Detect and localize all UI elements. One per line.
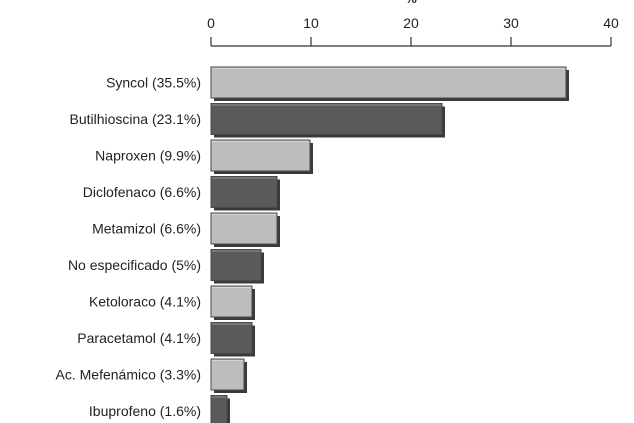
category-label: Ibuprofeno (1.6%) (89, 403, 201, 419)
bars (210, 66, 569, 423)
bar (210, 212, 280, 247)
bar (210, 358, 247, 393)
bar (210, 103, 445, 138)
bar-face (210, 322, 253, 354)
category-label: Syncol (35.5%) (106, 75, 201, 91)
category-label: Naproxen (9.9%) (95, 148, 201, 164)
category-label: Paracetamol (4.1%) (77, 330, 201, 346)
bar (210, 322, 255, 357)
bar-face (210, 176, 278, 208)
x-tick-label: 10 (303, 15, 319, 31)
bar (210, 139, 313, 174)
x-tick-label: 20 (403, 15, 419, 31)
bar-face (210, 103, 443, 135)
bar (210, 285, 255, 320)
bar-face (210, 358, 245, 391)
category-label: Metamizol (6.6%) (92, 221, 201, 237)
category-label: No especificado (5%) (68, 257, 201, 273)
bar (210, 66, 569, 101)
x-tick-label: 0 (207, 15, 215, 31)
category-label: Butilhioscina (23.1%) (69, 111, 201, 127)
bar-face (210, 395, 228, 423)
x-axis: 0 10 20 30 40 (207, 15, 619, 47)
bar (210, 249, 264, 284)
bar-face (210, 249, 262, 281)
category-label: Diclofenaco (6.6%) (83, 184, 201, 200)
bar-face (210, 66, 567, 99)
category-labels: Syncol (35.5%) Butilhioscina (23.1%) Napro… (56, 75, 202, 420)
category-label: Ac. Mefenámico (3.3%) (56, 367, 202, 383)
bar-face (210, 285, 253, 318)
x-tick-label: 40 (603, 15, 619, 31)
bar-face (210, 139, 311, 172)
category-label: Ketoloraco (4.1%) (89, 294, 201, 310)
bar (210, 395, 230, 423)
bar (210, 176, 280, 211)
bar-face (210, 212, 278, 245)
x-axis-title: % (405, 0, 417, 6)
x-tick-label: 30 (503, 15, 519, 31)
